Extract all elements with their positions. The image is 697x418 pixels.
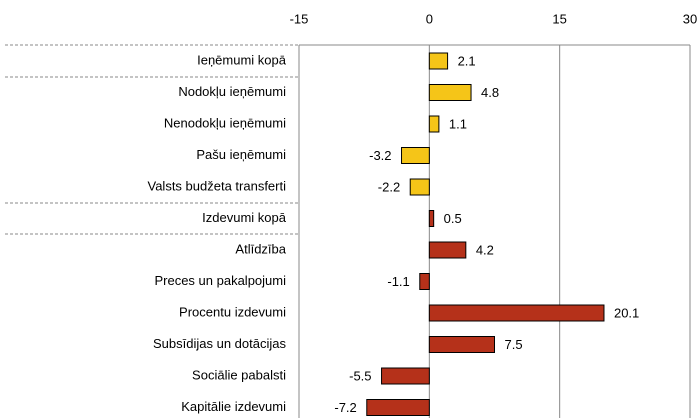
category-label: Ieņēmumi kopā (197, 52, 287, 67)
x-tick-label: 15 (552, 11, 566, 26)
category-label: Izdevumi kopā (202, 210, 287, 225)
category-label: Procentu izdevumi (179, 304, 286, 319)
x-tick-label: -15 (290, 11, 309, 26)
bar (428, 84, 472, 101)
bar (381, 367, 430, 385)
value-label: 20.1 (614, 305, 639, 320)
category-label: Pašu ieņēmumi (196, 147, 286, 162)
bar (428, 304, 605, 322)
value-label: -7.2 (334, 400, 356, 415)
value-label: 4.2 (476, 242, 494, 257)
x-tick-label: 30 (683, 11, 697, 26)
x-tick-label: 0 (426, 11, 433, 26)
category-label: Sociālie pabalsti (192, 367, 286, 382)
value-label: -1.1 (387, 274, 409, 289)
bar (409, 178, 430, 196)
value-label: 4.8 (481, 85, 499, 100)
category-label: Atlīdzība (235, 241, 286, 256)
category-label: Nenodokļu ieņēmumi (164, 115, 286, 130)
value-label: 7.5 (505, 337, 523, 352)
category-label: Valsts budžeta transferti (148, 178, 287, 193)
value-label: 0.5 (444, 211, 462, 226)
bar (428, 210, 435, 227)
category-label: Preces un pakalpojumi (154, 273, 286, 288)
bar (401, 147, 430, 164)
bar (366, 399, 430, 416)
bar (428, 115, 440, 133)
value-label: -2.2 (378, 179, 400, 194)
bar (428, 241, 467, 259)
category-label: Nodokļu ieņēmumi (178, 84, 286, 99)
bar (428, 52, 449, 70)
bar (419, 273, 430, 290)
category-label: Subsīdijas un dotācijas (153, 336, 286, 351)
bar (428, 336, 496, 353)
category-label: Kapitālie izdevumi (181, 399, 286, 414)
value-label: 1.1 (449, 116, 467, 131)
value-label: -3.2 (369, 148, 391, 163)
value-label: -5.5 (349, 368, 371, 383)
value-label: 2.1 (458, 53, 476, 68)
